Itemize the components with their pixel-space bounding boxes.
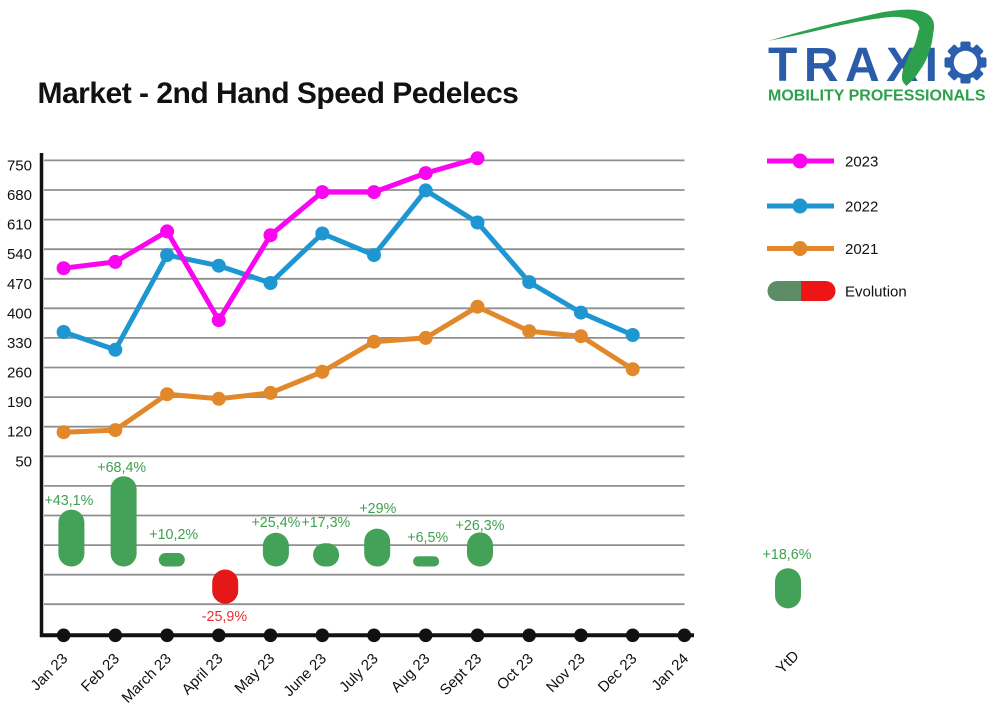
svg-text:680: 680 — [7, 187, 32, 204]
svg-text:+26,3%: +26,3% — [456, 518, 505, 534]
svg-text:MOBILITY PROFESSIONALS: MOBILITY PROFESSIONALS — [768, 88, 986, 105]
svg-text:Market - 2nd Hand Speed Pedele: Market - 2nd Hand Speed Pedelecs — [38, 77, 519, 110]
svg-text:+68,4%: +68,4% — [97, 460, 146, 476]
svg-text:190: 190 — [7, 394, 32, 411]
svg-text:400: 400 — [7, 305, 32, 322]
svg-text:750: 750 — [7, 157, 32, 174]
svg-text:+6,5%: +6,5% — [407, 530, 448, 546]
svg-text:+29%: +29% — [359, 501, 396, 517]
svg-text:+17,3%: +17,3% — [301, 515, 350, 531]
svg-text:260: 260 — [7, 365, 32, 382]
svg-text:540: 540 — [7, 246, 32, 263]
svg-text:2022: 2022 — [845, 198, 878, 215]
svg-text:2021: 2021 — [845, 241, 878, 258]
svg-text:330: 330 — [7, 335, 32, 352]
svg-text:120: 120 — [7, 424, 32, 441]
svg-text:+10,2%: +10,2% — [149, 527, 198, 543]
svg-text:50: 50 — [15, 453, 32, 470]
svg-text:+18,6%: +18,6% — [763, 547, 812, 563]
svg-text:-25,9%: -25,9% — [202, 609, 248, 625]
svg-text:+43,1%: +43,1% — [44, 493, 93, 509]
svg-text:Evolution: Evolution — [845, 283, 907, 300]
svg-text:610: 610 — [7, 217, 32, 234]
svg-text:470: 470 — [7, 276, 32, 293]
svg-text:+25,4%: +25,4% — [251, 515, 300, 531]
svg-text:2023: 2023 — [845, 153, 878, 170]
